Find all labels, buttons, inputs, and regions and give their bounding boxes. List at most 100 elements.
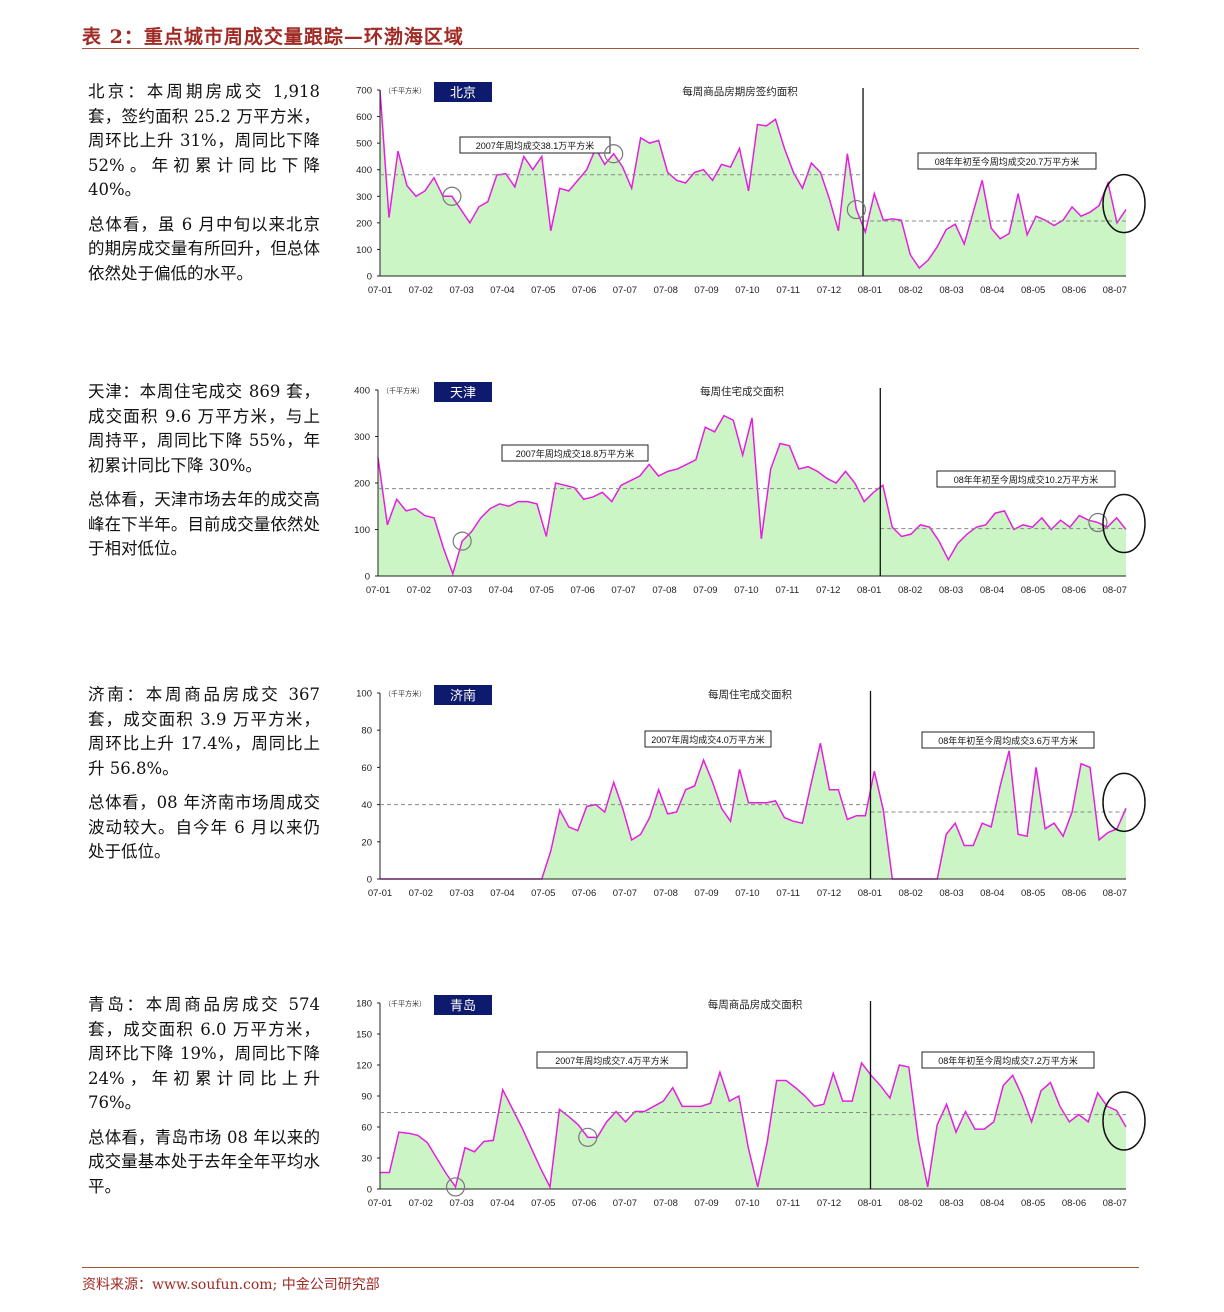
x-tick-label: 08-02	[899, 1198, 923, 1209]
avg-label-box-2007	[501, 444, 649, 462]
chart-qingdao: 0 30 60 90 120 150 180 07-01 07-02 07-03 07-04 07-0…	[356, 995, 1146, 1209]
city-badge-label: 天津	[450, 385, 476, 400]
chart-title: 每周商品房成交面积	[708, 998, 803, 1011]
latest-week-circle	[1102, 1091, 1146, 1151]
x-tick-label: 08-01	[858, 888, 882, 899]
x-tick-label: 07-08	[654, 285, 678, 296]
x-tick-label: 08-03	[939, 888, 963, 899]
avg-label-2007: 2007年周均成交7.4万平方米	[555, 1055, 669, 1066]
x-tick-label: 07-12	[816, 585, 840, 596]
section-jinan: 济南：本周商品房成交 367 套，成交面积 3.9 万平方米，周环比上升 17.…	[0, 683, 1224, 983]
latest-week-circle	[1102, 493, 1146, 554]
x-tick-label: 08-07	[1103, 285, 1127, 296]
avg-label-2007: 2007年周均成交4.0万平方米	[651, 734, 765, 745]
x-tick-label: 07-04	[490, 888, 514, 899]
x-tick-label: 07-01	[366, 585, 390, 596]
avg-label-box-2008	[936, 470, 1116, 488]
x-tick-label: 08-03	[939, 585, 963, 596]
avg-label-box-2007	[644, 730, 772, 748]
avg-label-2008: 08年年初至今周均成交20.7万平方米	[935, 156, 1080, 167]
x-tick-label: 07-06	[572, 1198, 596, 1209]
y-tick-label: 20	[361, 837, 372, 848]
x-tick-label: 07-06	[572, 285, 596, 296]
x-tick-label: 07-05	[531, 888, 555, 899]
city-badge	[434, 82, 492, 102]
y-tick-label: 400	[354, 386, 370, 397]
section-comment: 总体看，08 年济南市场周成交波动较大。自今年 6 月以来仍处于低位。	[88, 793, 320, 861]
section-text: 济南：本周商品房成交 367 套，成交面积 3.9 万平方米，周环比上升 17.…	[88, 683, 320, 875]
x-tick-label: 07-03	[449, 285, 473, 296]
x-tick-label: 07-02	[409, 285, 433, 296]
chart-title: 每周住宅成交面积	[708, 688, 792, 701]
y-tick-label: 80	[361, 726, 372, 737]
y-tick-label: 0	[367, 1185, 372, 1196]
y-tick-label: 200	[354, 479, 370, 490]
y-tick-label: 40	[361, 800, 372, 811]
section-summary: 青岛：本周商品房成交 574 套，成交面积 6.0 万平方米，周环比下降 19%…	[88, 995, 320, 1112]
x-tick-label: 08-07	[1103, 888, 1127, 899]
avg-label-2007: 2007年周均成交38.1万平方米	[476, 140, 595, 151]
x-tick-label: 07-06	[571, 585, 595, 596]
avg-label-box-2007	[536, 1051, 688, 1069]
x-tick-label: 07-06	[572, 888, 596, 899]
unit-label: （千平方米）	[384, 86, 426, 95]
x-tick-label: 07-09	[693, 585, 717, 596]
x-tick-label: 07-10	[734, 585, 758, 596]
y-tick-label: 500	[356, 139, 372, 150]
x-tick-label: 07-07	[613, 1198, 637, 1209]
y-tick-label: 600	[356, 112, 372, 123]
x-tick-label: 07-10	[735, 888, 759, 899]
x-tick-label: 07-03	[448, 585, 472, 596]
x-tick-label: 07-05	[531, 1198, 555, 1209]
x-tick-label: 07-12	[817, 285, 841, 296]
x-tick-label: 07-08	[652, 585, 676, 596]
section-comment: 总体看，青岛市场 08 年以来的成交量基本处于去年全年平均水平。	[88, 1127, 320, 1196]
section-tianjin: 天津：本周住宅成交 869 套，成交面积 9.6 万平方米，与上周持平，周同比下…	[0, 380, 1224, 680]
unit-label: （千平方米）	[384, 999, 426, 1008]
chart-tianjin: 0 100 200 300 400 07-01 07-02 07-03 07-04 07-05 07…	[354, 382, 1146, 596]
x-tick-label: 08-07	[1103, 585, 1127, 596]
avg-label-2008: 08年年初至今周均成交7.2万平方米	[938, 1055, 1078, 1066]
x-tick-label: 07-01	[368, 1198, 392, 1209]
x-tick-label: 07-09	[694, 888, 718, 899]
avg-label-box-2008	[917, 152, 1097, 170]
x-tick-label: 07-02	[409, 888, 433, 899]
x-tick-label: 07-09	[694, 285, 718, 296]
y-tick-label: 30	[361, 1154, 372, 1165]
y-tick-label: 100	[356, 689, 372, 700]
y-tick-label: 0	[365, 572, 370, 583]
x-tick-label: 08-06	[1062, 285, 1086, 296]
latest-week-circle	[1102, 173, 1146, 234]
unit-label: （千平方米）	[384, 689, 426, 698]
city-badge-label: 济南	[450, 688, 476, 703]
y-tick-label: 100	[354, 525, 370, 536]
low-point-circle	[442, 186, 462, 206]
x-tick-label: 07-01	[368, 888, 392, 899]
x-tick-label: 07-04	[490, 285, 514, 296]
y-tick-label: 90	[361, 1092, 372, 1103]
section-comment: 总体看，虽 6 月中旬以来北京的期房成交量有所回升，但总体依然处于偏低的水平。	[88, 214, 320, 283]
section-text: 北京：本周期房成交 1,918 套，签约面积 25.2 万平方米，周环比上升 3…	[88, 80, 320, 296]
low-point-circle	[1088, 512, 1108, 533]
y-tick-label: 60	[361, 1123, 372, 1134]
x-tick-label: 07-12	[817, 1198, 841, 1209]
x-tick-label: 08-05	[1021, 1198, 1045, 1209]
x-tick-label: 07-05	[531, 285, 555, 296]
x-tick-label: 08-06	[1062, 888, 1086, 899]
low-point-circle	[604, 144, 624, 164]
x-tick-label: 08-07	[1103, 1198, 1127, 1209]
y-tick-label: 0	[367, 875, 372, 886]
latest-week-circle	[1102, 772, 1146, 833]
x-tick-label: 07-11	[776, 585, 800, 596]
x-tick-label: 07-05	[530, 585, 554, 596]
city-badge-label: 青岛	[450, 998, 476, 1013]
x-tick-label: 08-04	[980, 1198, 1004, 1209]
x-tick-label: 07-04	[489, 585, 513, 596]
city-badge	[434, 382, 492, 402]
x-tick-label: 08-01	[858, 285, 882, 296]
header-rule	[82, 48, 1139, 49]
chart-title: 每周商品房期房签约面积	[682, 85, 798, 98]
section-comment: 总体看，天津市场去年的成交高峰在下半年。目前成交量依然处于相对低位。	[88, 490, 320, 558]
x-tick-label: 08-04	[980, 585, 1004, 596]
x-tick-label: 07-08	[654, 888, 678, 899]
